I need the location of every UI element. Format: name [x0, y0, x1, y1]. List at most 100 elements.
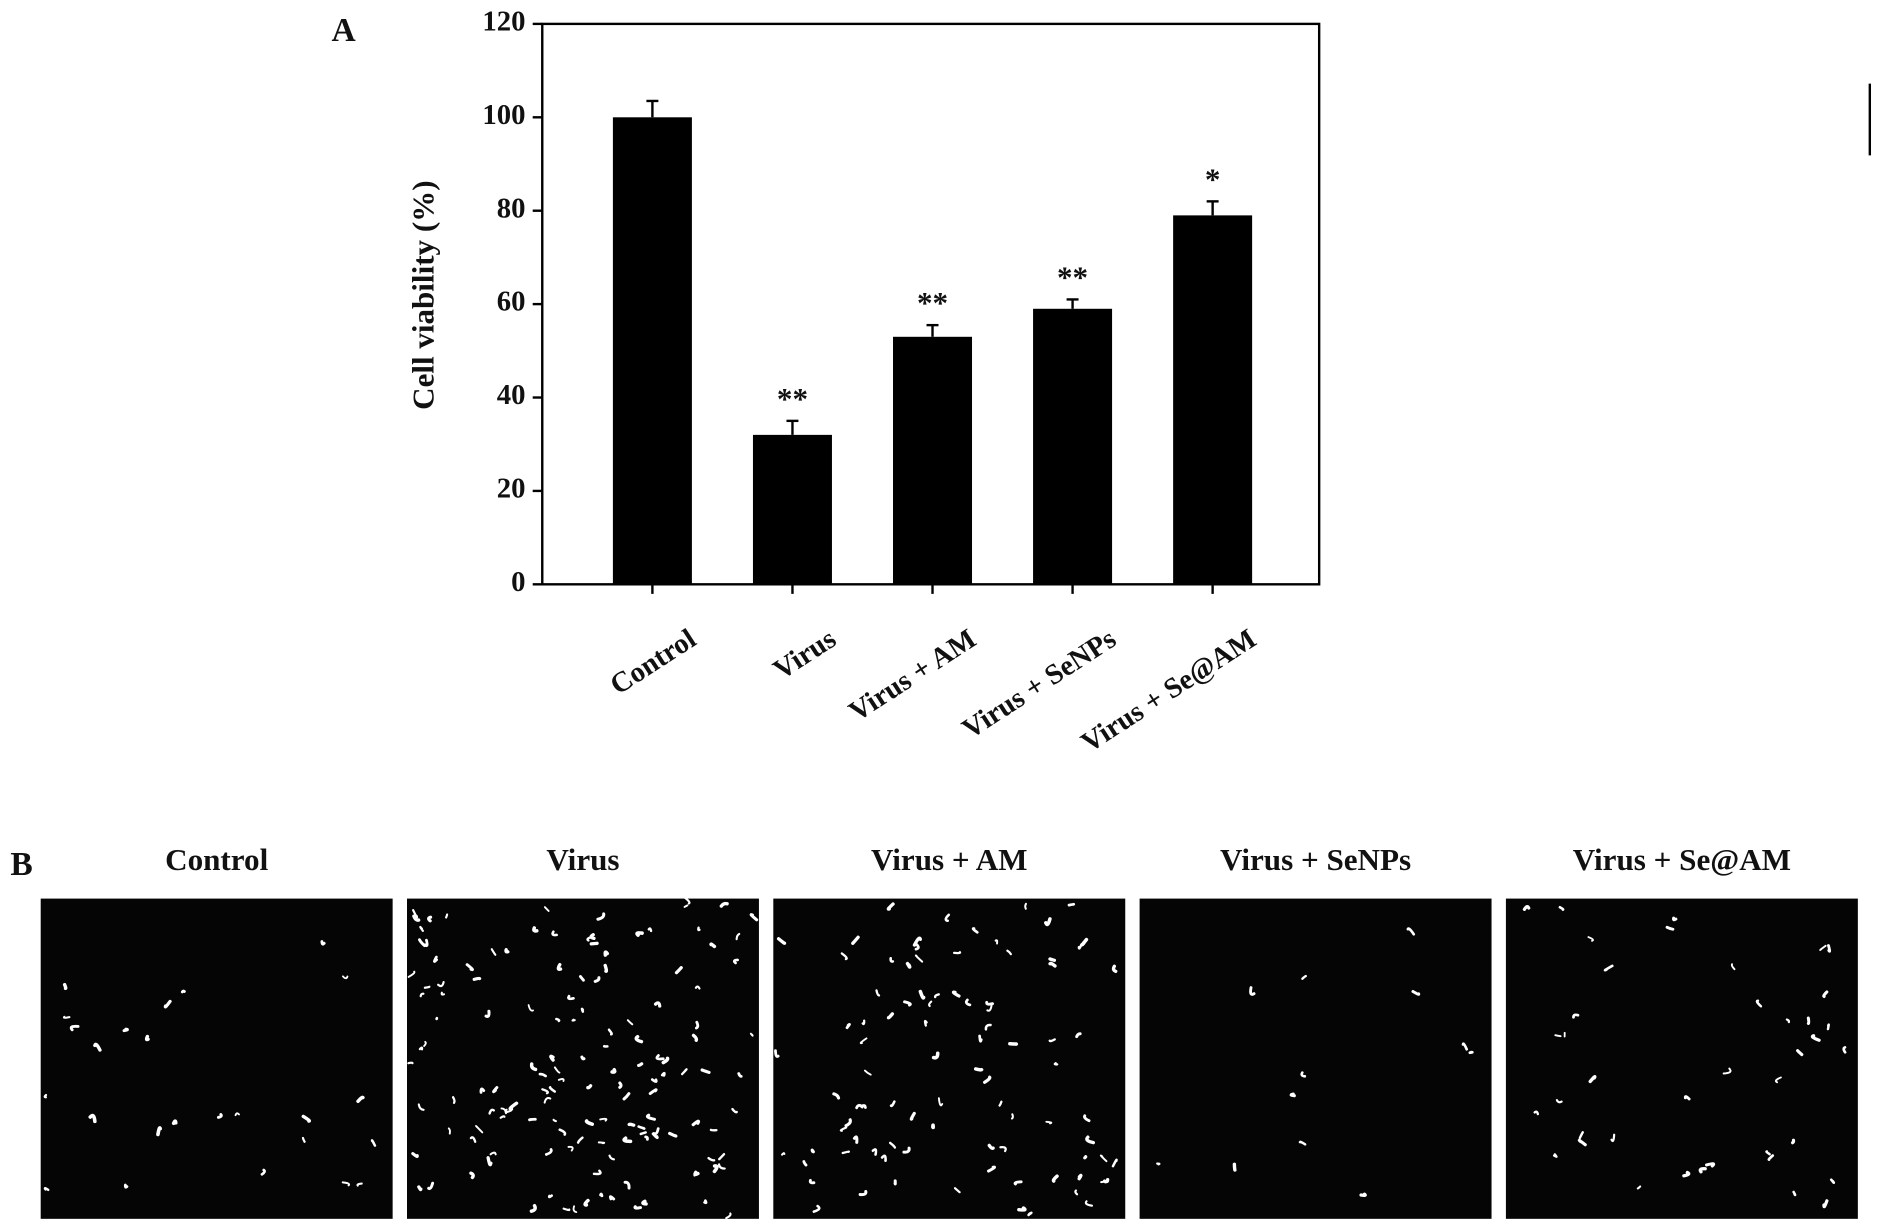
speck [953, 1187, 961, 1194]
speck [1603, 964, 1614, 972]
speck [634, 1034, 644, 1044]
speck [808, 1178, 816, 1185]
speck [952, 951, 962, 955]
speck [586, 1084, 593, 1090]
speck [1533, 1110, 1540, 1116]
speck [986, 1004, 993, 1012]
speck [555, 1017, 561, 1023]
speck [544, 1148, 553, 1156]
speck [1048, 957, 1057, 962]
speck [951, 990, 961, 998]
speck [1077, 1173, 1083, 1181]
speck [1027, 1211, 1033, 1217]
speck [547, 1194, 553, 1199]
speck [1411, 990, 1421, 996]
speck [909, 1111, 916, 1121]
speck [592, 1169, 602, 1176]
speck [578, 975, 585, 982]
speck [719, 901, 729, 908]
speck [69, 1024, 80, 1032]
speck [1017, 1206, 1027, 1212]
speck [1705, 1162, 1716, 1168]
speck [999, 1146, 1007, 1153]
speck [863, 1069, 872, 1076]
speck [356, 1095, 365, 1104]
speck [674, 966, 683, 975]
speck [1767, 1154, 1775, 1161]
speck [844, 1118, 852, 1128]
speck [1013, 1180, 1023, 1186]
speck [418, 1046, 424, 1051]
speck [1359, 1192, 1367, 1197]
speck [583, 1198, 590, 1207]
speck [260, 1168, 266, 1176]
panel-title: Virus + AM [871, 842, 1028, 877]
speck [931, 1051, 940, 1060]
speck [944, 913, 951, 923]
speck [1826, 1023, 1830, 1031]
speck [1099, 1154, 1108, 1163]
speck [527, 1004, 534, 1012]
speck [407, 1061, 414, 1065]
speck [62, 982, 68, 991]
speck [618, 1081, 623, 1089]
speck [691, 1033, 699, 1042]
speck [407, 970, 416, 978]
speck [445, 913, 449, 919]
speck [840, 952, 848, 961]
speck [737, 1072, 743, 1078]
speck [903, 1000, 912, 1007]
y-tick-label: 80 [497, 192, 526, 224]
speck [1461, 1042, 1469, 1051]
y-tick-label: 60 [497, 286, 526, 318]
significance: ** [917, 285, 948, 320]
speck [123, 1183, 129, 1189]
speck [417, 1185, 423, 1192]
speck [1822, 990, 1829, 999]
speck [1683, 1095, 1691, 1101]
speck [144, 1034, 150, 1042]
speck [749, 913, 759, 922]
speck [465, 963, 474, 972]
speck [668, 1131, 678, 1138]
speck [712, 1164, 719, 1174]
speck [370, 1139, 377, 1147]
speck [548, 1086, 556, 1093]
speck [928, 1000, 933, 1008]
speck [914, 943, 920, 951]
speck [731, 1107, 738, 1114]
speck [1810, 1034, 1821, 1042]
speck [964, 998, 972, 1007]
panel-label: B [10, 846, 32, 883]
speck [180, 989, 186, 994]
speck [301, 1136, 306, 1143]
speck [541, 1088, 550, 1095]
speck [1522, 905, 1531, 911]
speck [978, 1034, 983, 1043]
speck [1829, 1178, 1836, 1185]
speck [851, 935, 860, 945]
speck [472, 976, 482, 981]
speck [680, 1068, 688, 1076]
speck [1578, 1131, 1584, 1140]
speck [1010, 1113, 1014, 1120]
speck [1085, 1135, 1096, 1145]
speck [529, 1203, 537, 1213]
speck [423, 1040, 427, 1047]
speck [871, 1148, 878, 1156]
speck [886, 1012, 895, 1020]
speck [812, 1204, 821, 1213]
speck [484, 1009, 491, 1018]
speck [1468, 1050, 1474, 1055]
speck [479, 1087, 486, 1094]
speck [861, 1019, 866, 1026]
speck [1080, 937, 1089, 947]
speck [998, 1100, 1003, 1107]
speck [639, 1131, 647, 1136]
speck [488, 1108, 496, 1115]
speck [412, 914, 421, 922]
speck [859, 1037, 868, 1045]
speck [683, 896, 691, 905]
micrograph [1505, 898, 1858, 1219]
speck [1102, 1178, 1110, 1184]
